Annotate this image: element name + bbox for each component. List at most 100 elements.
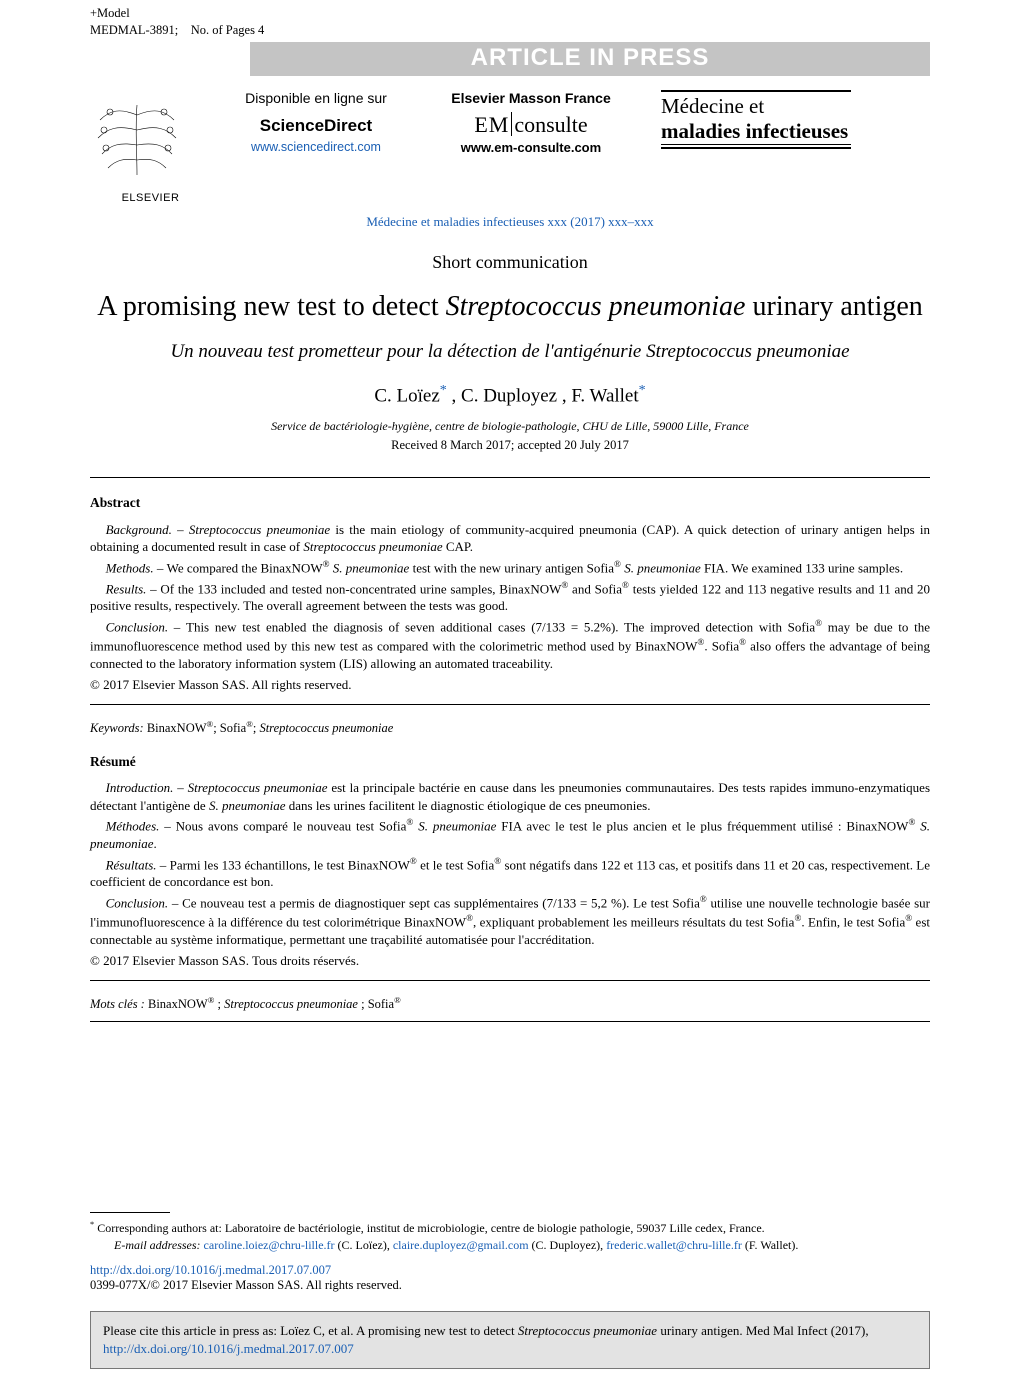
journal-line1: Médecine et [661,94,851,119]
registered-mark: ® [394,995,401,1005]
author-sep: , [557,385,571,406]
emconsulte-url[interactable]: www.em-consulte.com [421,140,641,155]
author-sep: , [447,385,461,406]
abstract-background: Background. – Streptococcus pneumoniae i… [90,521,930,556]
title-species: Streptococcus pneumoniae [446,291,746,322]
em-text: EM [474,112,509,137]
sciencedirect-block: Disponible en ligne sur ScienceDirect ww… [211,90,421,154]
journal-line2: maladies infectieuses [661,119,851,145]
citation-box: Please cite this article in press as: Lo… [90,1311,930,1368]
species-text: Streptococcus pneumoniae [188,780,328,795]
model-pages: No. of Pages 4 [191,23,265,37]
species-text: Streptococcus pneumoniae [303,539,442,554]
body-text: (C. Duployez), [529,1238,607,1252]
species-text: Streptococcus pneumoniae [518,1323,657,1338]
registered-mark: ® [622,580,629,590]
publisher-header: ELSEVIER Disponible en ligne sur Science… [0,76,1020,204]
email-link[interactable]: claire.duployez@gmail.com [393,1238,529,1252]
registered-mark: ® [700,894,707,904]
journal-title-box: Médecine et maladies infectieuses [661,90,851,149]
correspondence-text: * Corresponding authors at: Laboratoire … [90,1219,930,1237]
elsevier-masson-label: Elsevier Masson France [421,90,641,106]
article-in-press-bar: ARTICLE IN PRESS [250,42,930,76]
elsevier-tree-icon [90,90,185,190]
background-label: Background. – [106,522,189,537]
species-text: S. pneumoniae [413,818,496,833]
conclusion-label: Conclusion. – [106,619,186,634]
keyword: BinaxNOW [147,721,207,735]
doi-link[interactable]: http://dx.doi.org/10.1016/j.medmal.2017.… [90,1263,331,1277]
divider-icon [90,477,930,478]
article-type: Short communication [0,252,1020,273]
emconsulte-logo: EMconsulte [421,112,641,138]
journal-citation[interactable]: Médecine et maladies infectieuses xxx (2… [0,214,1020,230]
elsevier-logo: ELSEVIER [90,90,211,204]
body-text: . Sofia [704,638,739,653]
author-2: C. Duployez [461,385,557,406]
registered-mark: ® [410,856,417,866]
author-3: F. Wallet [571,385,638,406]
email-label: E-mail addresses: [114,1238,204,1252]
motcle: BinaxNOW [148,997,208,1011]
methodes-label: Méthodes. – [106,818,176,833]
body-text: CAP. [443,539,473,554]
results-label: Results. – [106,581,161,596]
registered-mark: ® [815,618,822,628]
body-text: (F. Wallet). [742,1238,799,1252]
motscles-label: Mots clés : [90,997,148,1011]
body-text: dans les urines facilitent le diagnostic… [285,798,650,813]
methods-label: Methods. – [106,560,167,575]
abstract-methods: Methods. – We compared the BinaxNOW® S. … [90,558,930,577]
resume-introduction: Introduction. – Streptococcus pneumoniae… [90,779,930,814]
title-post: urinary antigen [746,291,923,322]
body-text: . [154,836,157,851]
body-text: (C. Loïez), [335,1238,393,1252]
body-text: FIA avec le test le plus ancien et le pl… [496,818,908,833]
abstract-results: Results. – Of the 133 included and teste… [90,579,930,615]
emconsulte-block: Elsevier Masson France EMconsulte www.em… [421,90,641,155]
email-link[interactable]: caroline.loiez@chru-lille.fr [204,1238,335,1252]
authors-line: C. Loïez* , C. Duployez , F. Wallet* [0,383,1020,407]
resume-conclusion: Conclusion. – Ce nouveau test a permis d… [90,893,930,948]
keywords-label: Keywords: [90,721,147,735]
consulte-text: consulte [514,112,587,137]
registered-mark: ® [323,559,330,569]
corresponding-mark: * [440,383,447,398]
resume-heading: Résumé [90,753,930,771]
abstract-section: Abstract Background. – Streptococcus pne… [0,494,1020,1022]
author-1: C. Loïez [374,385,439,406]
affiliation: Service de bactériologie-hygiène, centre… [0,419,1020,434]
species-text: S. pneumoniae [621,560,701,575]
email-link[interactable]: frederic.wallet@chru-lille.fr [606,1238,742,1252]
body-text: et le test Sofia [417,857,494,872]
motscles-line: Mots clés : BinaxNOW ® ; Streptococcus pn… [90,995,930,1013]
sciencedirect-url[interactable]: www.sciencedirect.com [211,140,421,154]
body-text: , expliquant probablement les meilleurs … [473,914,794,929]
divider-icon [90,704,930,705]
motcle: ; Sofia [358,997,394,1011]
doi-link[interactable]: http://dx.doi.org/10.1016/j.medmal.2017.… [103,1341,354,1356]
received-accepted-dates: Received 8 March 2017; accepted 20 July … [0,438,1020,453]
body-text: Please cite this article in press as: Lo… [103,1323,518,1338]
abstract-copyright: © 2017 Elsevier Masson SAS. All rights r… [90,676,930,694]
resultats-label: Résultats. – [106,857,170,872]
keyword: Streptococcus pneumoniae [259,721,393,735]
registered-mark: ® [466,913,473,923]
motcle: Streptococcus pneumoniae [224,997,358,1011]
body-text: Nous avons comparé le nouveau test Sofia [176,818,407,833]
body-text: FIA. We examined 133 urine samples. [701,560,903,575]
title-pre: A promising new test to detect [97,291,445,322]
motcle-sep: ; [214,997,224,1011]
issn-copyright: 0399-077X/© 2017 Elsevier Masson SAS. Al… [90,1278,402,1292]
model-id: MEDMAL-3891; [90,23,178,37]
body-text: We compared the BinaxNOW [167,560,323,575]
divider-icon [90,980,930,981]
body-text: This new test enabled the diagnosis of s… [186,619,815,634]
model-line1: +Model [90,6,1020,21]
abstract-heading: Abstract [90,494,930,512]
species-text: Streptococcus pneumoniae [189,522,330,537]
model-line2: MEDMAL-3891; No. of Pages 4 [90,23,1020,38]
body-text: and Sofia [568,581,622,596]
corresponding-mark: * [639,383,646,398]
model-bar: +Model MEDMAL-3891; No. of Pages 4 [0,0,1020,38]
